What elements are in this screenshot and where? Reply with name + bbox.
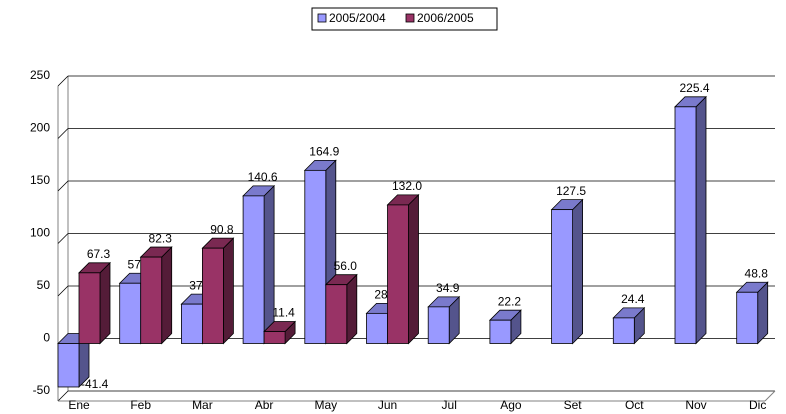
legend-swatch bbox=[317, 13, 327, 23]
bar-front bbox=[736, 291, 759, 344]
value-label: 132.0 bbox=[392, 179, 422, 193]
value-label: 22.2 bbox=[498, 294, 522, 308]
x-tick-label: Jul bbox=[442, 398, 457, 412]
x-tick-label: Ago bbox=[500, 398, 522, 412]
bar-front bbox=[489, 319, 512, 344]
y-tick-label: 50 bbox=[37, 278, 51, 292]
grid-line bbox=[57, 285, 69, 297]
grid-line bbox=[57, 75, 69, 87]
bar-front bbox=[57, 343, 80, 388]
y-tick-label: 250 bbox=[30, 68, 50, 82]
value-label: 34.9 bbox=[436, 281, 460, 295]
legend-label: 2005/2004 bbox=[329, 11, 386, 25]
x-tick-label: Oct bbox=[625, 398, 644, 412]
grid-line bbox=[57, 233, 69, 244]
legend-box bbox=[311, 7, 498, 31]
value-label: 82.3 bbox=[149, 231, 173, 245]
bar-front bbox=[551, 209, 573, 344]
bar-front bbox=[119, 282, 142, 344]
bar bbox=[427, 295, 461, 345]
x-tick-label: Nov bbox=[685, 398, 706, 412]
value-label: 127.5 bbox=[556, 184, 586, 198]
x-axis bbox=[764, 390, 776, 402]
bar-side bbox=[757, 281, 769, 345]
x-tick-label: Abr bbox=[255, 398, 274, 412]
bar bbox=[386, 193, 420, 345]
bar-front bbox=[612, 317, 635, 344]
value-label: 164.9 bbox=[309, 145, 339, 159]
bar-front bbox=[78, 272, 101, 344]
x-tick-label: Set bbox=[564, 398, 583, 412]
value-label: 90.8 bbox=[210, 222, 234, 236]
bar bbox=[735, 281, 769, 345]
legend-swatch bbox=[405, 13, 415, 23]
bar-side bbox=[99, 261, 111, 345]
legend-label: 2006/2005 bbox=[417, 11, 474, 25]
value-label: 56.0 bbox=[334, 259, 358, 273]
value-label: 48.8 bbox=[745, 266, 769, 280]
value-label: 140.6 bbox=[248, 170, 278, 184]
bar-front bbox=[263, 331, 286, 344]
bar bbox=[303, 159, 337, 345]
bar-front bbox=[427, 306, 450, 344]
bar bbox=[139, 246, 173, 345]
value-label: 67.3 bbox=[87, 247, 111, 261]
x-tick-label: Dic bbox=[749, 398, 766, 412]
y-tick-label: 150 bbox=[30, 173, 50, 187]
bar bbox=[674, 95, 707, 345]
bar-side bbox=[408, 193, 419, 345]
bar bbox=[324, 273, 358, 345]
bar bbox=[78, 261, 111, 345]
bar-front bbox=[325, 284, 348, 344]
bar-side bbox=[695, 95, 707, 345]
bar bbox=[242, 184, 276, 345]
bar-front bbox=[366, 312, 388, 344]
bar-side bbox=[572, 198, 583, 345]
bar bbox=[263, 320, 297, 345]
bar-front bbox=[674, 106, 697, 344]
bar-front bbox=[140, 256, 163, 344]
bar-side bbox=[263, 184, 275, 345]
value-label: 225.4 bbox=[679, 81, 709, 95]
bar-front bbox=[180, 303, 203, 344]
x-tick-label: Jun bbox=[378, 398, 397, 412]
x-tick-label: Feb bbox=[130, 398, 151, 412]
x-tick-label: May bbox=[314, 398, 337, 412]
grid-line bbox=[57, 180, 69, 192]
bar-side bbox=[222, 237, 234, 345]
value-label: 24.4 bbox=[621, 292, 645, 306]
bar-side bbox=[161, 246, 173, 345]
y-tick-label: 0 bbox=[43, 331, 50, 345]
grid-line bbox=[57, 390, 69, 402]
grid-line bbox=[57, 128, 69, 139]
bar-front bbox=[242, 195, 265, 344]
bar-side bbox=[346, 273, 358, 345]
value-label: -41.4 bbox=[81, 377, 109, 391]
bar bbox=[488, 309, 522, 345]
bar-front bbox=[201, 247, 224, 344]
value-label: 11.4 bbox=[272, 306, 295, 320]
x-tick-label: Ene bbox=[68, 398, 90, 412]
bar-front bbox=[387, 204, 409, 344]
y-tick-label: -50 bbox=[33, 383, 51, 397]
bar bbox=[612, 306, 646, 345]
bar bbox=[550, 198, 584, 345]
x-tick-label: Mar bbox=[192, 398, 213, 412]
y-tick-label: 200 bbox=[30, 121, 50, 135]
bar bbox=[201, 237, 235, 345]
y-tick-label: 100 bbox=[30, 226, 50, 240]
bar-front bbox=[304, 169, 327, 344]
